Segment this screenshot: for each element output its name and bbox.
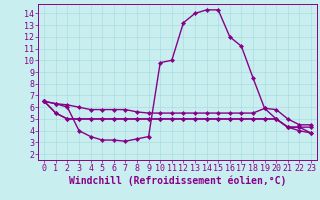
X-axis label: Windchill (Refroidissement éolien,°C): Windchill (Refroidissement éolien,°C): [69, 176, 286, 186]
